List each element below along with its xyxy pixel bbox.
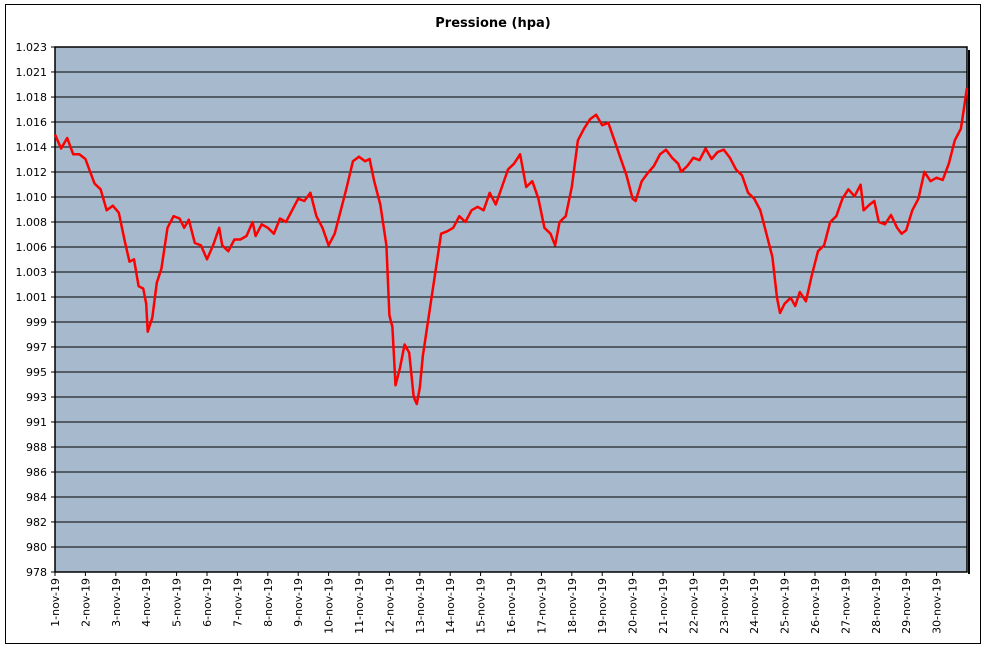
x-tick-label: 22-nov-19 <box>687 578 700 634</box>
y-tick-label: 1.014 <box>16 141 48 154</box>
x-tick-label: 27-nov-19 <box>839 578 852 634</box>
x-tick-label: 7-nov-19 <box>231 578 244 627</box>
y-tick-label: 997 <box>26 341 47 354</box>
y-tick-label: 1.012 <box>16 166 48 179</box>
x-tick-label: 19-nov-19 <box>596 578 609 634</box>
chart-title: Pressione (hpa) <box>435 16 550 31</box>
y-tick-label: 1.010 <box>16 191 48 204</box>
y-tick-label: 991 <box>26 416 47 429</box>
y-tick-label: 982 <box>26 516 47 529</box>
y-tick-label: 1.008 <box>16 216 48 229</box>
x-tick-label: 16-nov-19 <box>505 578 518 634</box>
y-tick-label: 1.016 <box>16 116 48 129</box>
y-tick-label: 1.003 <box>16 266 48 279</box>
y-tick-label: 978 <box>26 566 47 579</box>
y-tick-label: 1.023 <box>16 41 48 54</box>
x-tick-label: 28-nov-19 <box>870 578 883 634</box>
x-tick-label: 24-nov-19 <box>748 578 761 634</box>
y-tick-label: 1.021 <box>16 66 48 79</box>
y-tick-label: 1.001 <box>16 291 48 304</box>
x-tick-label: 14-nov-19 <box>444 578 457 634</box>
x-tick-label: 2-nov-19 <box>79 578 92 627</box>
x-tick-label: 23-nov-19 <box>718 578 731 634</box>
x-tick-label: 20-nov-19 <box>627 578 640 634</box>
y-tick-label: 993 <box>26 391 47 404</box>
plot-border <box>54 46 968 573</box>
y-tick-label: 986 <box>26 466 47 479</box>
y-tick-label: 988 <box>26 441 47 454</box>
y-tick-label: 995 <box>26 366 47 379</box>
x-tick-label: 11-nov-19 <box>353 578 366 634</box>
y-tick-label: 984 <box>26 491 47 504</box>
y-tick-label: 1.018 <box>16 91 48 104</box>
x-tick-label: 13-nov-19 <box>414 578 427 634</box>
x-tick-label: 6-nov-19 <box>201 578 214 627</box>
x-tick-label: 17-nov-19 <box>535 578 548 634</box>
x-tick-label: 25-nov-19 <box>779 578 792 634</box>
x-tick-label: 30-nov-19 <box>931 578 944 634</box>
x-tick-label: 4-nov-19 <box>140 578 153 627</box>
x-tick-label: 1-nov-19 <box>49 578 62 627</box>
x-tick-label: 12-nov-19 <box>383 578 396 634</box>
x-tick-label: 8-nov-19 <box>262 578 275 627</box>
line-series <box>53 87 969 406</box>
x-tick-label: 26-nov-19 <box>809 578 822 634</box>
x-tick-label: 5-nov-19 <box>171 578 184 627</box>
x-tick-label: 15-nov-19 <box>475 578 488 634</box>
y-tick-label: 1.006 <box>16 241 48 254</box>
x-tick-label: 29-nov-19 <box>900 578 913 634</box>
plot-area <box>55 47 967 572</box>
x-tick-label: 18-nov-19 <box>566 578 579 634</box>
x-tick-label: 9-nov-19 <box>292 578 305 627</box>
y-tick-label: 999 <box>26 316 47 329</box>
x-tick-label: 21-nov-19 <box>657 578 670 634</box>
x-tick-label: 3-nov-19 <box>110 578 123 627</box>
x-tick-label: 10-nov-19 <box>323 578 336 634</box>
y-tick-label: 980 <box>26 541 47 554</box>
